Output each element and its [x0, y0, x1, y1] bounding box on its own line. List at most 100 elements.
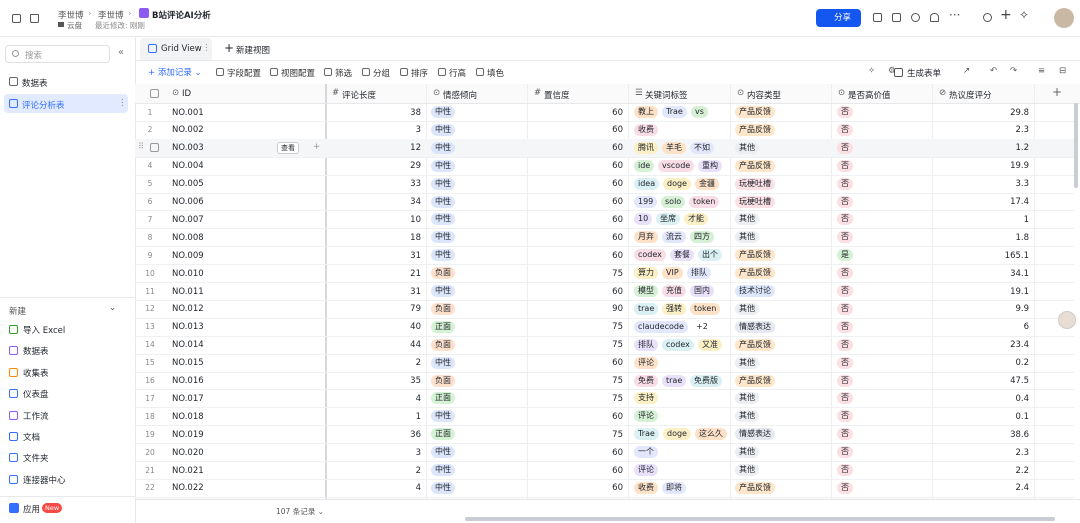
table-item[interactable]: 数据表 [22, 79, 48, 89]
breadcrumb[interactable]: 李世博 [98, 11, 124, 21]
add-record[interactable]: + 添加记录 ⌄ [148, 68, 202, 78]
number-cell: 29 [410, 161, 421, 172]
record-id[interactable]: NO.020 [172, 447, 204, 458]
tool[interactable]: 填色 [487, 69, 505, 79]
record-id[interactable]: NO.017 [172, 393, 204, 404]
tool[interactable]: 分组 [373, 69, 391, 79]
row-add[interactable]: + [313, 142, 321, 153]
app-item[interactable]: 应用 [23, 505, 41, 515]
search-icon[interactable] [983, 13, 992, 22]
row-number: 12 [145, 304, 155, 314]
breadcrumb[interactable]: 李世博 [58, 11, 84, 21]
add-icon[interactable]: + [1000, 7, 1012, 23]
record-id[interactable]: NO.014 [172, 340, 204, 351]
v-scrollbar[interactable] [1074, 103, 1078, 188]
add-column[interactable]: + [1052, 85, 1063, 99]
view-tab[interactable]: Grid View [161, 44, 202, 54]
search-box[interactable] [5, 45, 110, 63]
column-header[interactable]: 内容类型 [747, 91, 782, 101]
number-cell: 0.2 [1015, 358, 1029, 369]
table-item[interactable]: 评论分析表 [22, 101, 65, 111]
column-header[interactable]: 关键词标签 [645, 91, 688, 101]
record-id[interactable]: NO.009 [172, 250, 204, 261]
collapse-icon[interactable]: « [118, 47, 125, 58]
sentiment-tag: 中性 [431, 159, 455, 172]
new-view-icon[interactable]: + [224, 41, 235, 55]
tool[interactable]: 行高 [449, 69, 467, 79]
new-item[interactable]: 数据表 [23, 347, 49, 358]
new-view[interactable]: 新建视图 [236, 46, 271, 56]
record-id[interactable]: NO.003 [172, 143, 204, 154]
record-id[interactable]: NO.010 [172, 268, 204, 279]
record-id[interactable]: NO.019 [172, 429, 204, 440]
column-header[interactable]: 评论长度 [342, 91, 377, 101]
comment-tool[interactable]: ≡ [1038, 66, 1046, 76]
tool[interactable]: 排序 [411, 69, 429, 79]
drag-handle[interactable]: ⠿ [138, 142, 145, 153]
item-menu[interactable]: ⋮ [118, 98, 127, 108]
plugin-icon[interactable] [892, 13, 901, 22]
column-header[interactable]: 置信度 [544, 91, 570, 101]
home-icon[interactable] [30, 14, 39, 23]
print-icon[interactable] [873, 13, 882, 22]
avatar[interactable] [1054, 8, 1074, 28]
record-id[interactable]: NO.022 [172, 483, 204, 494]
share-button[interactable]: 分享 [816, 9, 861, 27]
tab-menu[interactable]: ⋮ [202, 43, 211, 53]
ai-icon[interactable]: ✧ [1019, 8, 1030, 22]
record-id[interactable]: NO.005 [172, 179, 204, 190]
view-record-button[interactable]: 查看 [277, 141, 299, 154]
new-item[interactable]: 仪表盘 [23, 390, 49, 401]
record-id[interactable]: NO.007 [172, 214, 204, 225]
ai-tool[interactable]: ✧ [868, 66, 876, 76]
new-item-icon [9, 410, 18, 420]
history-icon[interactable] [911, 13, 920, 22]
record-id[interactable]: NO.002 [172, 125, 204, 136]
row-number: 10 [145, 268, 155, 278]
new-item[interactable]: 工作流 [23, 411, 49, 422]
doc-title[interactable]: B站评论AI分析 [152, 11, 211, 21]
new-toggle[interactable]: ⌄ [109, 303, 117, 313]
row-number: 21 [145, 465, 155, 475]
row-checkbox[interactable] [150, 142, 159, 152]
tool[interactable]: 视图配置 [281, 69, 316, 79]
new-item[interactable]: 连接器中心 [23, 475, 66, 486]
record-id[interactable]: NO.013 [172, 322, 204, 333]
expand-tool[interactable]: ⊟ [1059, 66, 1067, 76]
header-checkbox[interactable] [150, 89, 159, 98]
new-item[interactable]: 文档 [23, 433, 41, 443]
record-id[interactable]: NO.021 [172, 465, 204, 476]
record-id[interactable]: NO.006 [172, 197, 204, 207]
new-item[interactable]: 导入 Excel [23, 326, 66, 336]
generate-form[interactable]: 生成表单 [907, 69, 942, 79]
new-item[interactable]: 收集表 [23, 368, 49, 379]
tool[interactable]: 字段配置 [227, 69, 262, 79]
more-icon[interactable]: ··· [949, 8, 961, 22]
bell-icon[interactable] [930, 13, 939, 22]
number-cell: 60 [612, 358, 623, 369]
column-header[interactable]: 热议度评分 [949, 91, 992, 101]
record-id[interactable]: NO.011 [172, 286, 204, 297]
row-number: 16 [145, 376, 155, 385]
share-tool[interactable]: ↗ [963, 66, 971, 76]
assistant-avatar[interactable] [1058, 311, 1076, 329]
column-header[interactable]: 情感倾向 [443, 91, 478, 101]
column-header[interactable]: 是否高价值 [848, 91, 891, 101]
column-header[interactable]: ID [182, 89, 192, 99]
record-id[interactable]: NO.018 [172, 411, 204, 422]
record-id[interactable]: NO.016 [172, 376, 204, 386]
h-scrollbar[interactable] [465, 517, 1055, 521]
record-id[interactable]: NO.001 [172, 107, 204, 118]
settings-tool[interactable]: ⚙ [888, 66, 896, 76]
undo[interactable]: ↶ [990, 66, 998, 76]
location[interactable]: 云盘 [67, 21, 82, 30]
tool[interactable]: 筛选 [335, 69, 353, 79]
menu-icon[interactable] [12, 14, 21, 23]
record-id[interactable]: NO.012 [172, 304, 204, 315]
record-id[interactable]: NO.015 [172, 358, 204, 369]
redo[interactable]: ↷ [1010, 66, 1018, 76]
record-id[interactable]: NO.004 [172, 161, 204, 172]
keyword-tag: 排队 [687, 267, 711, 280]
new-item[interactable]: 文件夹 [23, 454, 49, 465]
record-id[interactable]: NO.008 [172, 232, 204, 243]
